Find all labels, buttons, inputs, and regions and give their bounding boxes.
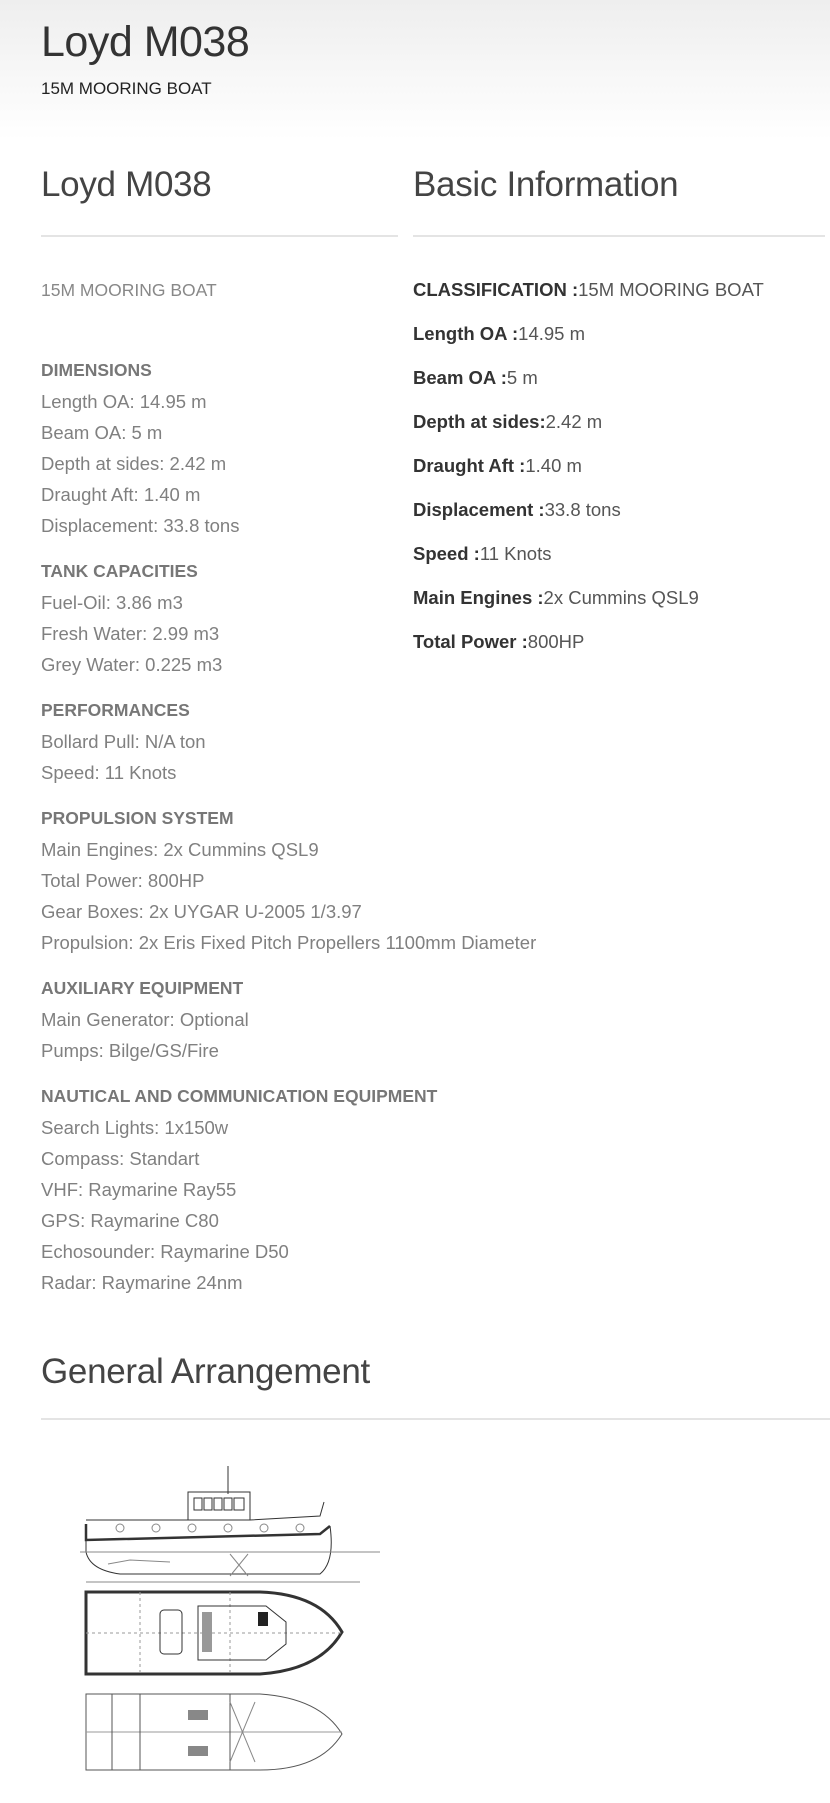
basic-info-row: Length OA :14.95 m xyxy=(413,312,828,356)
spec-item: Radar: Raymarine 24nm xyxy=(41,1272,243,1293)
spec-group: TANK CAPACITIES Fuel-Oil: 3.86 m3 Fresh Wa… xyxy=(41,556,681,680)
spec-item: Fuel-Oil: 3.86 m3 xyxy=(41,592,183,613)
model-type: 15M MOORING BOAT xyxy=(41,280,217,300)
basic-info-row: Draught Aft :1.40 m xyxy=(413,444,828,488)
basic-info-row: Speed :11 Knots xyxy=(413,532,828,576)
basic-info-value: 14.95 m xyxy=(518,323,586,344)
basic-info-label: Draught Aft : xyxy=(413,455,526,476)
spec-item: Beam OA: 5 m xyxy=(41,422,163,443)
spec-item: Total Power: 800HP xyxy=(41,870,205,891)
basic-info-value: 11 Knots xyxy=(479,543,552,564)
spec-item: Fresh Water: 2.99 m3 xyxy=(41,623,220,644)
basic-info-row: CLASSIFICATION :15M MOORING BOAT xyxy=(413,268,828,312)
spec-item: Search Lights: 1x150w xyxy=(41,1117,229,1138)
page-subtitle: 15M MOORING BOAT xyxy=(41,79,212,98)
divider xyxy=(41,1418,830,1420)
spec-group: AUXILIARY EQUIPMENT Main Generator: Optio… xyxy=(41,973,681,1066)
basic-info-label: Main Engines : xyxy=(413,587,544,608)
spec-item: Length OA: 14.95 m xyxy=(41,391,207,412)
divider xyxy=(413,235,825,237)
spec-item: Bollard Pull: N/A ton xyxy=(41,731,206,752)
page-title: Loyd M038 xyxy=(41,18,250,66)
basic-info-label: Length OA : xyxy=(413,323,519,344)
basic-info-label: Depth at sides: xyxy=(413,411,546,432)
basic-info-value: 5 m xyxy=(506,367,538,388)
basic-info-heading: Basic Information xyxy=(413,165,679,204)
divider xyxy=(41,235,398,237)
basic-info-row: Displacement :33.8 tons xyxy=(413,488,828,532)
spec-item: Pumps: Bilge/GS/Fire xyxy=(41,1040,219,1061)
basic-info-value: 33.8 tons xyxy=(544,499,621,520)
spec-group: PROPULSION SYSTEM Main Engines: 2x Cummin… xyxy=(41,803,681,958)
basic-info-label: Beam OA : xyxy=(413,367,507,388)
spec-group-title: NAUTICAL AND COMMUNICATION EQUIPMENT xyxy=(41,1086,438,1106)
basic-info-row: Depth at sides:2.42 m xyxy=(413,400,828,444)
spec-item: Gear Boxes: 2x UYGAR U-2005 1/3.97 xyxy=(41,901,362,922)
spec-group-title: PROPULSION SYSTEM xyxy=(41,808,234,828)
spec-item: Main Generator: Optional xyxy=(41,1009,249,1030)
lower-deck-plan-view xyxy=(85,1693,343,1771)
basic-info-value: 15M MOORING BOAT xyxy=(578,279,764,300)
spec-item: Depth at sides: 2.42 m xyxy=(41,453,227,474)
model-heading: Loyd M038 xyxy=(41,165,212,204)
spec-item: Grey Water: 0.225 m3 xyxy=(41,654,223,675)
general-arrangement-drawing xyxy=(80,1466,380,1771)
basic-info-value: 800HP xyxy=(527,631,585,652)
side-profile-view xyxy=(80,1466,380,1583)
spec-item: Echosounder: Raymarine D50 xyxy=(41,1241,289,1262)
spec-item: Propulsion: 2x Eris Fixed Pitch Propelle… xyxy=(41,932,537,953)
basic-info-list: CLASSIFICATION :15M MOORING BOAT Length O… xyxy=(413,268,828,664)
basic-info-value: 2.42 m xyxy=(545,411,603,432)
basic-info-value: 2x Cummins QSL9 xyxy=(543,587,699,608)
main-deck-plan-view xyxy=(84,1590,344,1676)
spec-group-title: DIMENSIONS xyxy=(41,360,152,380)
general-arrangement-heading: General Arrangement xyxy=(41,1352,370,1391)
basic-info-label: CLASSIFICATION : xyxy=(413,279,579,300)
spec-group: DIMENSIONS Length OA: 14.95 m Beam OA: 5 m… xyxy=(41,355,681,541)
spec-group-title: PERFORMANCES xyxy=(41,700,190,720)
basic-info-label: Displacement : xyxy=(413,499,545,520)
spec-item: Displacement: 33.8 tons xyxy=(41,515,240,536)
spec-item: Compass: Standart xyxy=(41,1148,200,1169)
spec-group: PERFORMANCES Bollard Pull: N/A ton Speed: … xyxy=(41,695,681,788)
spec-item: Speed: 11 Knots xyxy=(41,762,177,783)
spec-item: Main Engines: 2x Cummins QSL9 xyxy=(41,839,319,860)
basic-info-label: Speed : xyxy=(413,543,480,564)
basic-info-row: Main Engines :2x Cummins QSL9 xyxy=(413,576,828,620)
basic-info-row: Beam OA :5 m xyxy=(413,356,828,400)
basic-info-label: Total Power : xyxy=(413,631,528,652)
spec-item: VHF: Raymarine Ray55 xyxy=(41,1179,237,1200)
spec-item: Draught Aft: 1.40 m xyxy=(41,484,201,505)
spec-group-title: AUXILIARY EQUIPMENT xyxy=(41,978,244,998)
spec-group: NAUTICAL AND COMMUNICATION EQUIPMENT Sear… xyxy=(41,1081,681,1298)
spec-group-title: TANK CAPACITIES xyxy=(41,561,198,581)
basic-info-value: 1.40 m xyxy=(525,455,582,476)
page-header: Loyd M038 15M MOORING BOAT xyxy=(0,0,830,140)
basic-info-row: Total Power :800HP xyxy=(413,620,828,664)
spec-item: GPS: Raymarine C80 xyxy=(41,1210,219,1231)
specifications-list: DIMENSIONS Length OA: 14.95 m Beam OA: 5 m… xyxy=(41,355,681,1313)
